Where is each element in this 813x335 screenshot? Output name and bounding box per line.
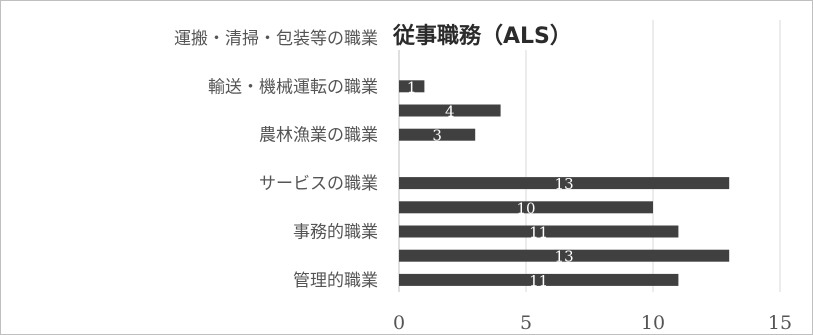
- bar-value-label: 13: [555, 248, 574, 266]
- bar: [399, 80, 425, 93]
- x-tick-label: 10: [641, 312, 665, 334]
- bar: [399, 273, 679, 286]
- bar: [399, 225, 679, 238]
- bar-value-label: 3: [432, 127, 442, 145]
- title-backdrop: [388, 16, 608, 50]
- bar-value-label: 10: [516, 199, 535, 217]
- bar-value-label: 11: [529, 272, 548, 290]
- bar: [399, 201, 653, 214]
- bar: [399, 104, 501, 117]
- category-label: 運搬・清掃・包装等の職業: [174, 29, 378, 49]
- category-label: 輸送・機械運転の職業: [208, 77, 378, 97]
- chart-title: 従事職務（ALS）: [392, 23, 572, 49]
- x-tick-label: 0: [393, 312, 405, 334]
- bars: 11 13 11 10 13 34 1: [399, 78, 730, 290]
- bar-value-label: 13: [555, 175, 574, 193]
- category-label: サービスの職業: [259, 174, 378, 194]
- bar: [399, 249, 730, 262]
- x-tick-label: 15: [768, 312, 792, 334]
- x-tick-label: 5: [520, 312, 532, 334]
- grid: [398, 20, 781, 292]
- category-label: 管理的職業: [293, 271, 378, 291]
- x-tick-labels: 0 5 10 15: [393, 312, 792, 334]
- category-label: 事務的職業: [293, 223, 378, 243]
- category-label: 農林漁業の職業: [259, 126, 378, 146]
- bar-value-label: 11: [529, 224, 548, 242]
- bar-value-label: 1: [407, 78, 417, 96]
- bar-value-label: 4: [445, 103, 455, 121]
- bar: [399, 128, 476, 141]
- bar: [399, 177, 730, 190]
